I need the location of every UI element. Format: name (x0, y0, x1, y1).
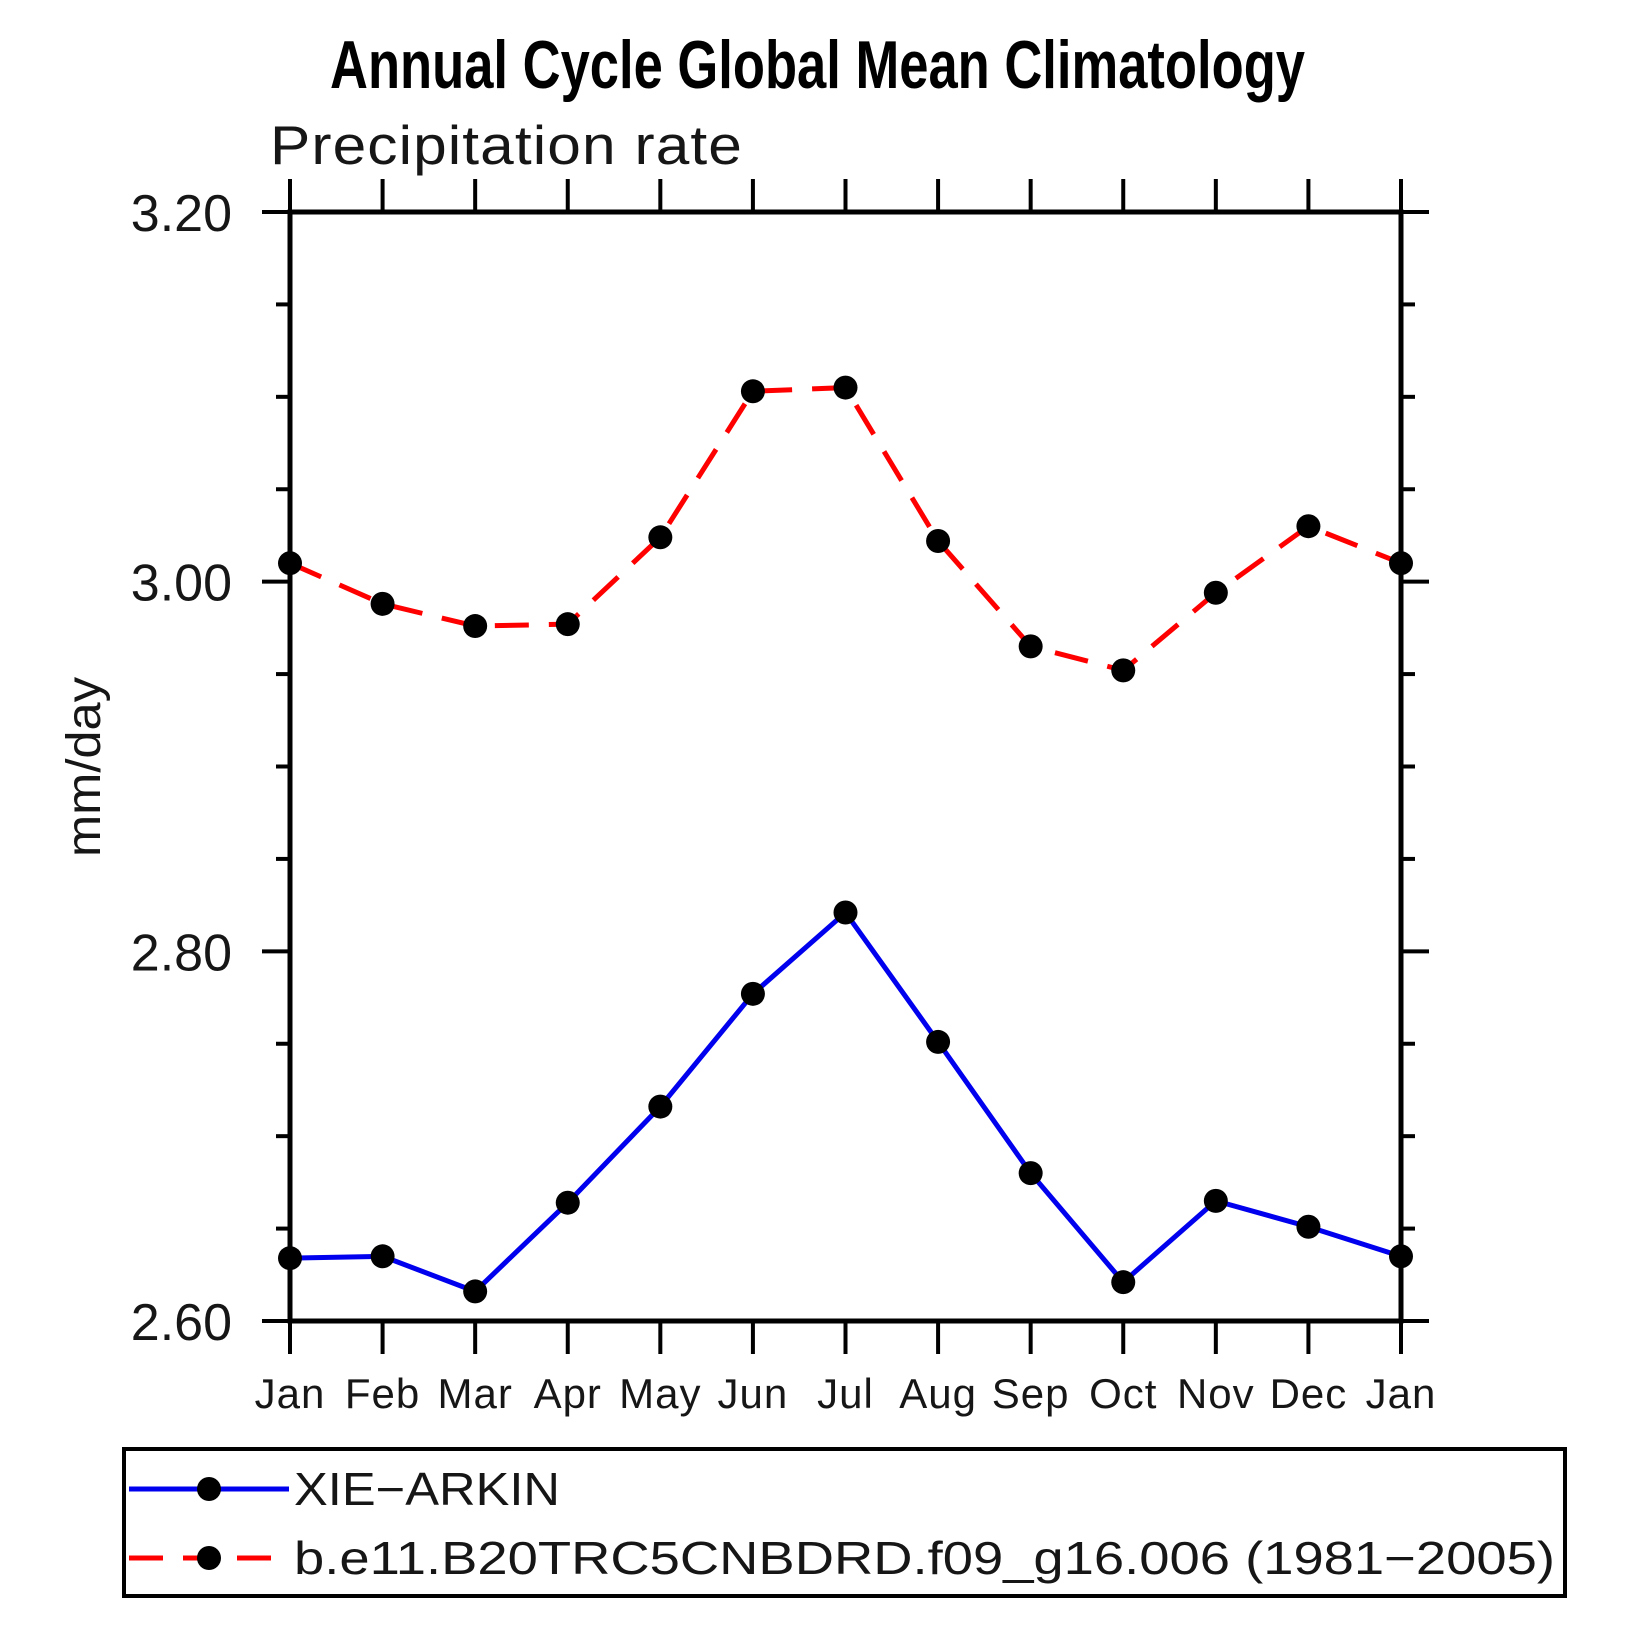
data-point-marker (1111, 658, 1136, 683)
legend-marker-0 (197, 1477, 221, 1501)
x-tick-label: May (619, 1370, 701, 1417)
legend-label-model-run: b.e11.B20TRC5CNBDRD.f09_g16.006 (1981−20… (294, 1532, 1555, 1584)
x-tick-label: Nov (1177, 1370, 1255, 1417)
data-point-marker (1203, 1188, 1228, 1213)
data-point-marker (1389, 1244, 1413, 1269)
x-tick-label: Aug (899, 1370, 977, 1417)
data-point-marker (278, 1246, 302, 1271)
data-point-marker (740, 379, 765, 404)
x-tick-label: Jul (817, 1370, 874, 1417)
series-line-0 (289, 908, 1402, 1295)
data-point-marker (833, 375, 858, 400)
data-point-marker (1203, 580, 1228, 605)
legend-marker-1 (197, 1546, 221, 1570)
chart-subtitle: Precipitation rate (270, 114, 743, 176)
y-tick-label: 2.80 (131, 924, 232, 982)
data-point-marker (648, 1094, 673, 1119)
x-tick-label: Apr (534, 1370, 602, 1417)
x-tick-label: Sep (992, 1370, 1070, 1417)
data-point-marker (278, 551, 302, 576)
x-tick-label: Jan (255, 1370, 326, 1417)
data-point-marker (1018, 634, 1043, 659)
x-tick-label: Feb (345, 1370, 420, 1417)
y-axis-labels: 2.60 2.80 3.00 3.20 (131, 185, 232, 1352)
series-line-1 (288, 385, 1402, 674)
data-point-marker (926, 1029, 951, 1054)
legend-swatches (129, 1477, 289, 1570)
x-axis-labels: Jan Feb Mar Apr May Jun Jul Aug Sep Oct Nov Dec Jan (255, 1370, 1437, 1417)
data-point-marker (1296, 1214, 1321, 1239)
data-point-marker (555, 1190, 580, 1215)
x-tick-label: Jun (718, 1370, 789, 1417)
legend: XIE−ARKIN b.e11.B20TRC5CNBDRD.f09_g16.00… (122, 1447, 1567, 1598)
data-point-marker (1111, 1270, 1136, 1295)
data-point-marker (926, 529, 951, 554)
data-point-marker (1296, 514, 1321, 539)
data-point-marker (463, 614, 488, 639)
y-tick-label: 3.20 (131, 185, 232, 243)
data-point-marker (463, 1279, 488, 1304)
y-tick-label: 2.60 (131, 1294, 232, 1352)
legend-label-xie-arkin: XIE−ARKIN (294, 1463, 560, 1515)
chart-title: Annual Cycle Global Mean Climatology (330, 27, 1305, 103)
x-tick-label: Mar (437, 1370, 512, 1417)
data-point-marker (648, 525, 673, 550)
data-point-marker (370, 1244, 395, 1269)
data-point-marker (833, 900, 858, 925)
data-point-marker (740, 981, 765, 1006)
y-axis-title: mm/day (58, 677, 111, 857)
data-point-marker (1018, 1161, 1043, 1186)
x-tick-label: Dec (1270, 1370, 1348, 1417)
axis-ticks (262, 179, 1429, 1354)
data-point-marker (370, 591, 395, 616)
data-point-marker (555, 612, 580, 637)
data-point-marker (1389, 551, 1413, 576)
x-tick-label: Jan (1366, 1370, 1437, 1417)
data-series (278, 375, 1413, 1304)
x-tick-label: Oct (1089, 1370, 1157, 1417)
legend-box (122, 1447, 1567, 1598)
y-tick-label: 3.00 (131, 555, 232, 613)
